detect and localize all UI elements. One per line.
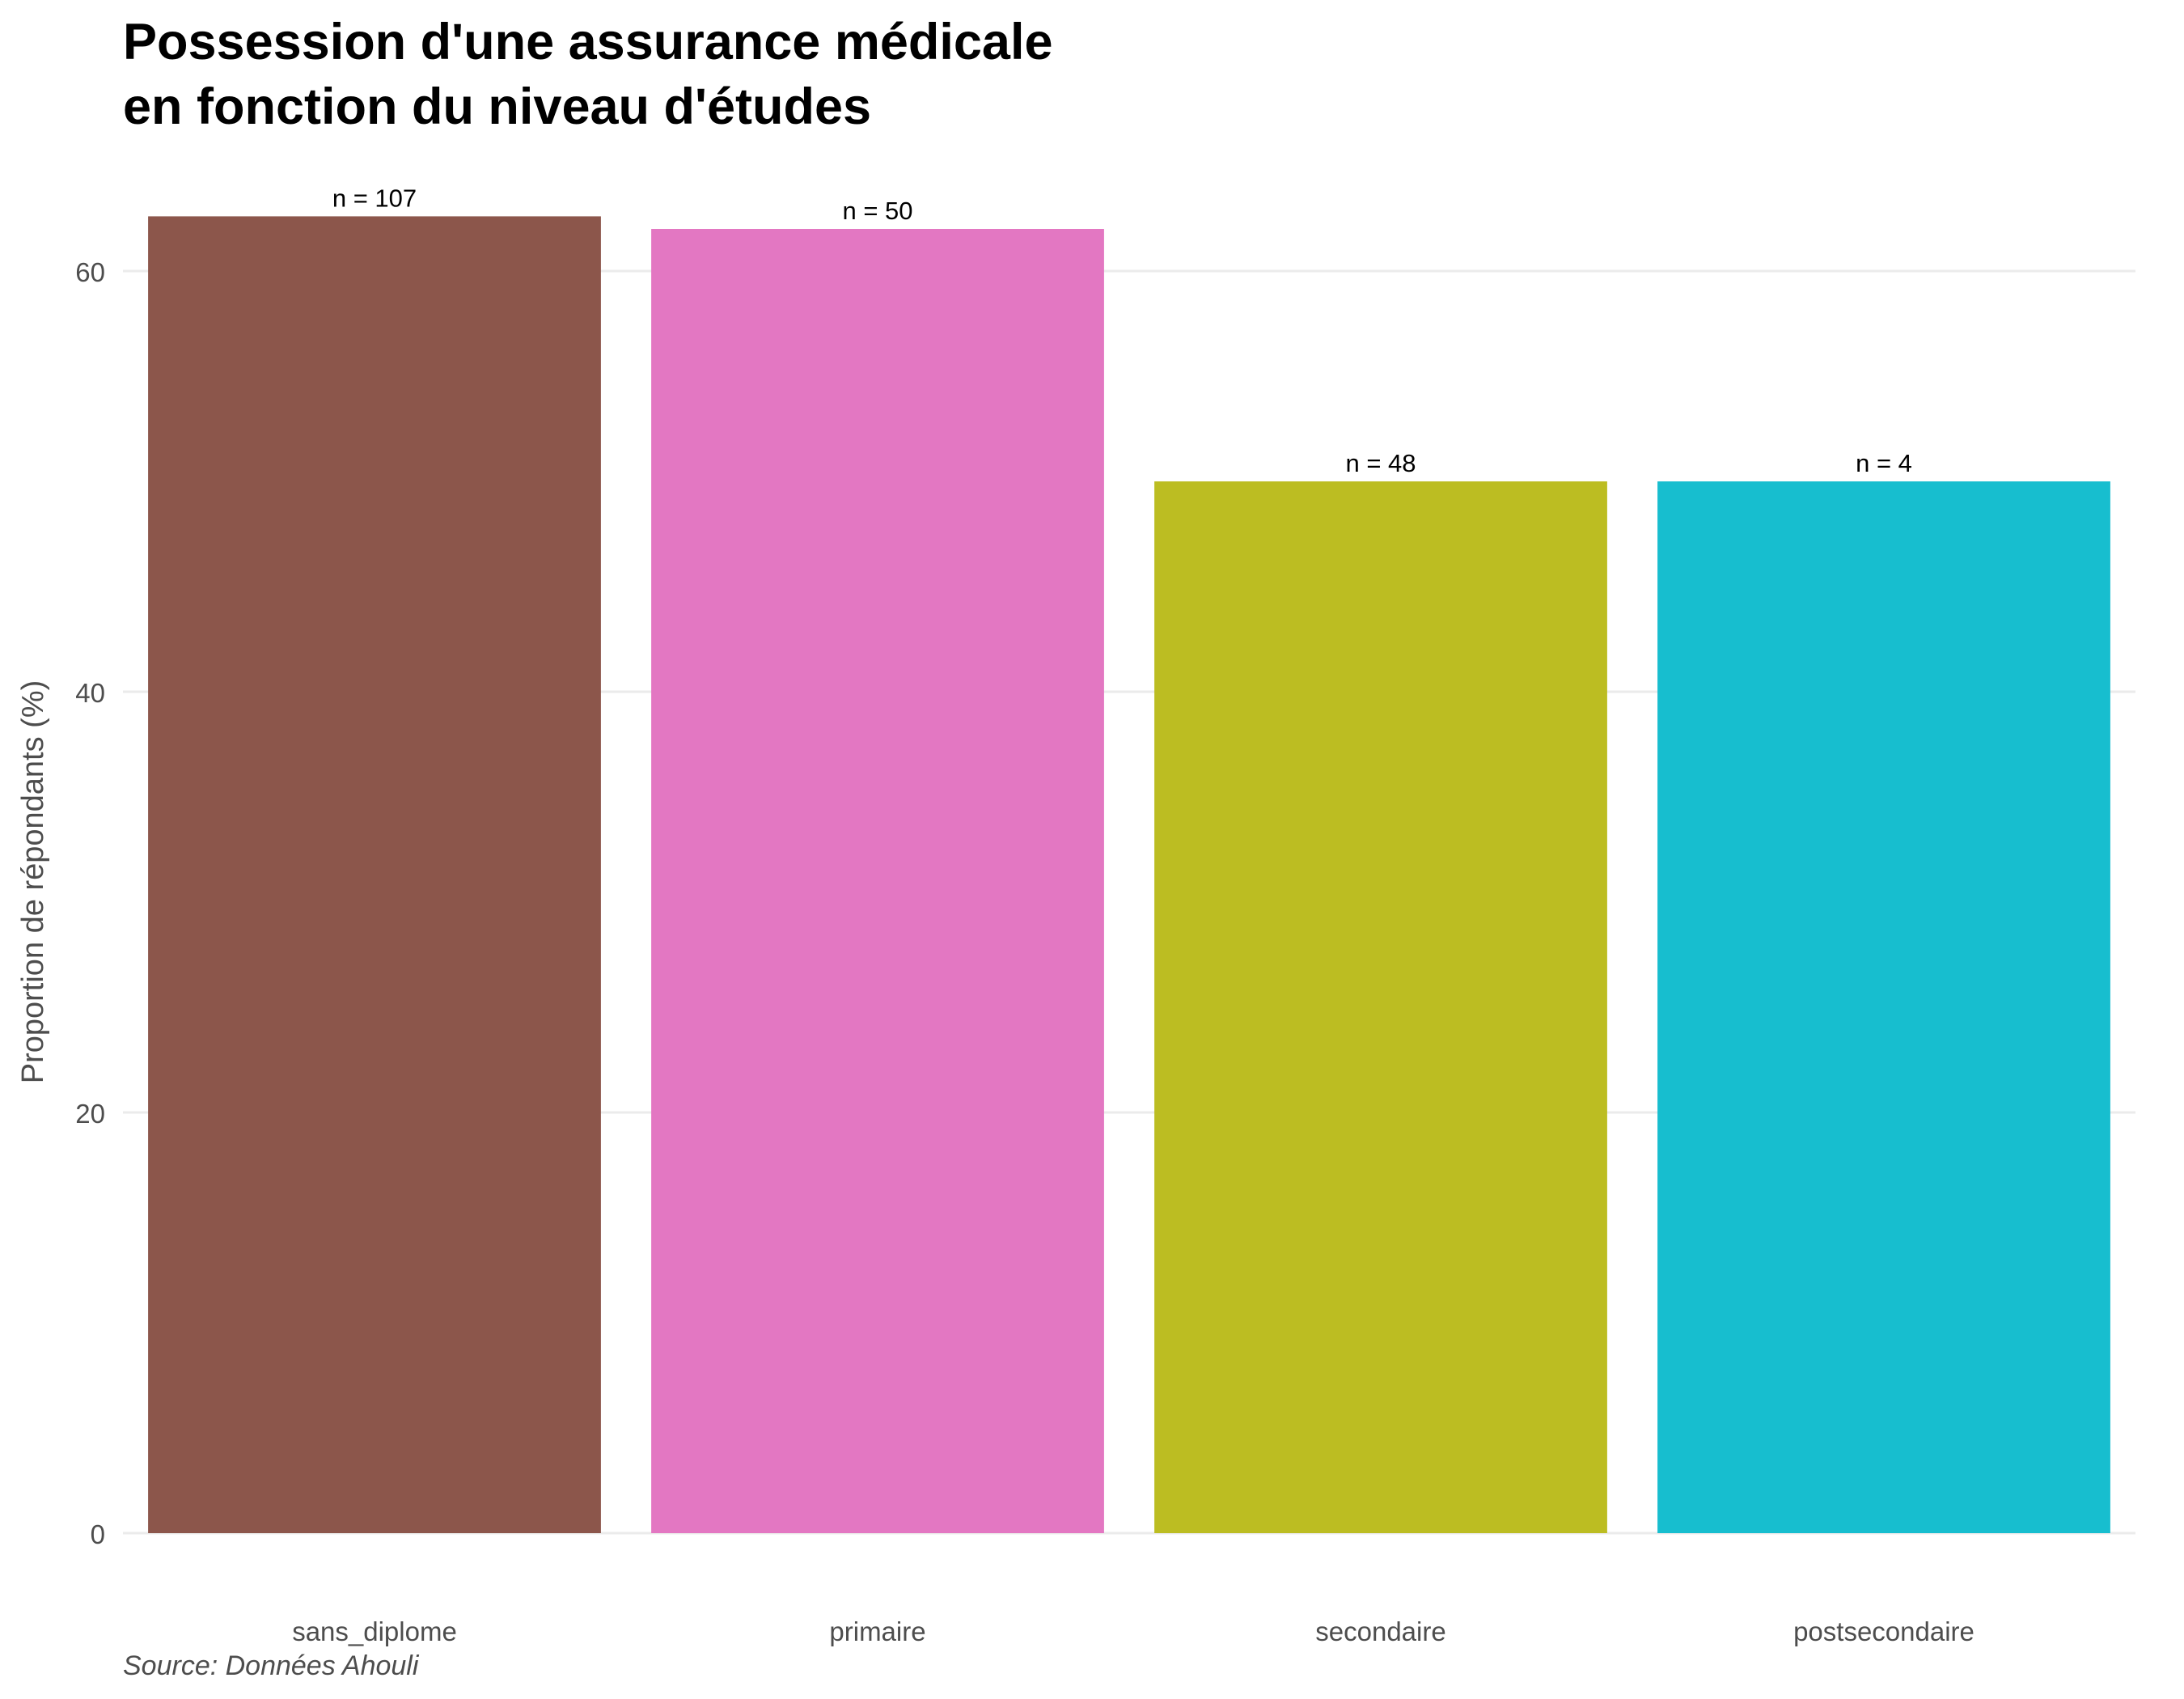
bar-sans_diplome	[148, 216, 601, 1533]
bar-count-label: n = 50	[842, 197, 912, 225]
y-tick-label: 0	[91, 1519, 105, 1549]
bar-postsecondaire	[1657, 481, 2110, 1533]
x-tick-label: sans_diplome	[292, 1616, 457, 1646]
bar-count-label: n = 107	[332, 184, 417, 212]
source-caption: Source: Données Ahouli	[123, 1650, 419, 1681]
x-tick-label: postsecondaire	[1793, 1616, 1974, 1646]
bar-labels: n = 107 n = 50 n = 48 n = 4	[332, 184, 1912, 477]
bar-count-label: n = 48	[1345, 449, 1416, 477]
chart-title: Possession d'une assurance médicale en f…	[123, 10, 1053, 139]
bar-primaire	[651, 229, 1104, 1533]
y-axis-ticks: 0 20 40 60	[75, 257, 105, 1549]
y-tick-label: 20	[75, 1099, 105, 1129]
bars	[148, 216, 2110, 1533]
x-tick-label: primaire	[829, 1616, 925, 1646]
bar-secondaire	[1154, 481, 1607, 1533]
chart-title-line-2: en fonction du niveau d'études	[123, 78, 872, 135]
bar-count-label: n = 4	[1856, 449, 1912, 477]
x-tick-label: secondaire	[1315, 1616, 1445, 1646]
y-tick-label: 40	[75, 678, 105, 708]
x-axis-ticks: sans_diplome primaire secondaire postsecond…	[292, 1616, 1974, 1646]
chart-title-line-1: Possession d'une assurance médicale	[123, 14, 1053, 70]
y-axis-title: Proportion de répondants (%)	[16, 680, 50, 1084]
y-tick-label: 60	[75, 257, 105, 287]
